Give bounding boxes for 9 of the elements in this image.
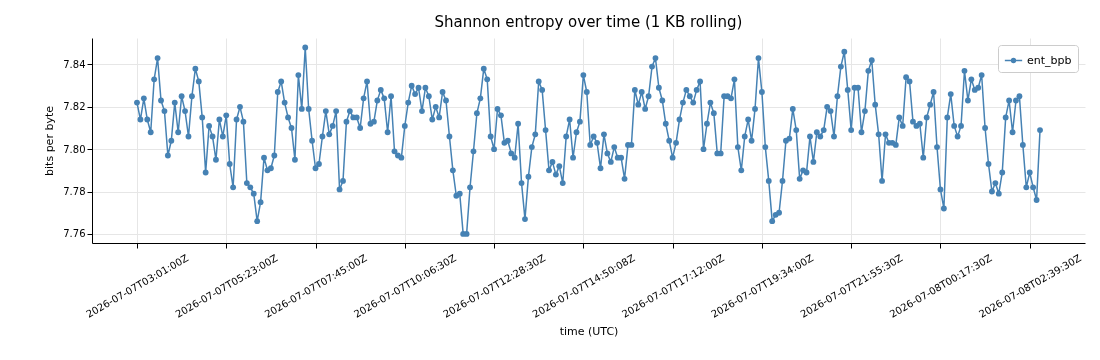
y-tick-label: 7.78 xyxy=(63,186,86,198)
x-axis-title: time (UTC) xyxy=(559,324,619,338)
y-axis-title: bits per byte xyxy=(43,105,57,176)
y-tick-label: 7.76 xyxy=(63,228,86,240)
chart-title: Shannon entropy over time (1 KB rolling) xyxy=(434,13,743,31)
y-tick-label: 7.84 xyxy=(63,58,86,70)
legend-label: ent_bpb xyxy=(1027,53,1072,67)
y-tick-label: 7.80 xyxy=(63,143,86,155)
y-tick-label: 7.82 xyxy=(63,101,86,113)
